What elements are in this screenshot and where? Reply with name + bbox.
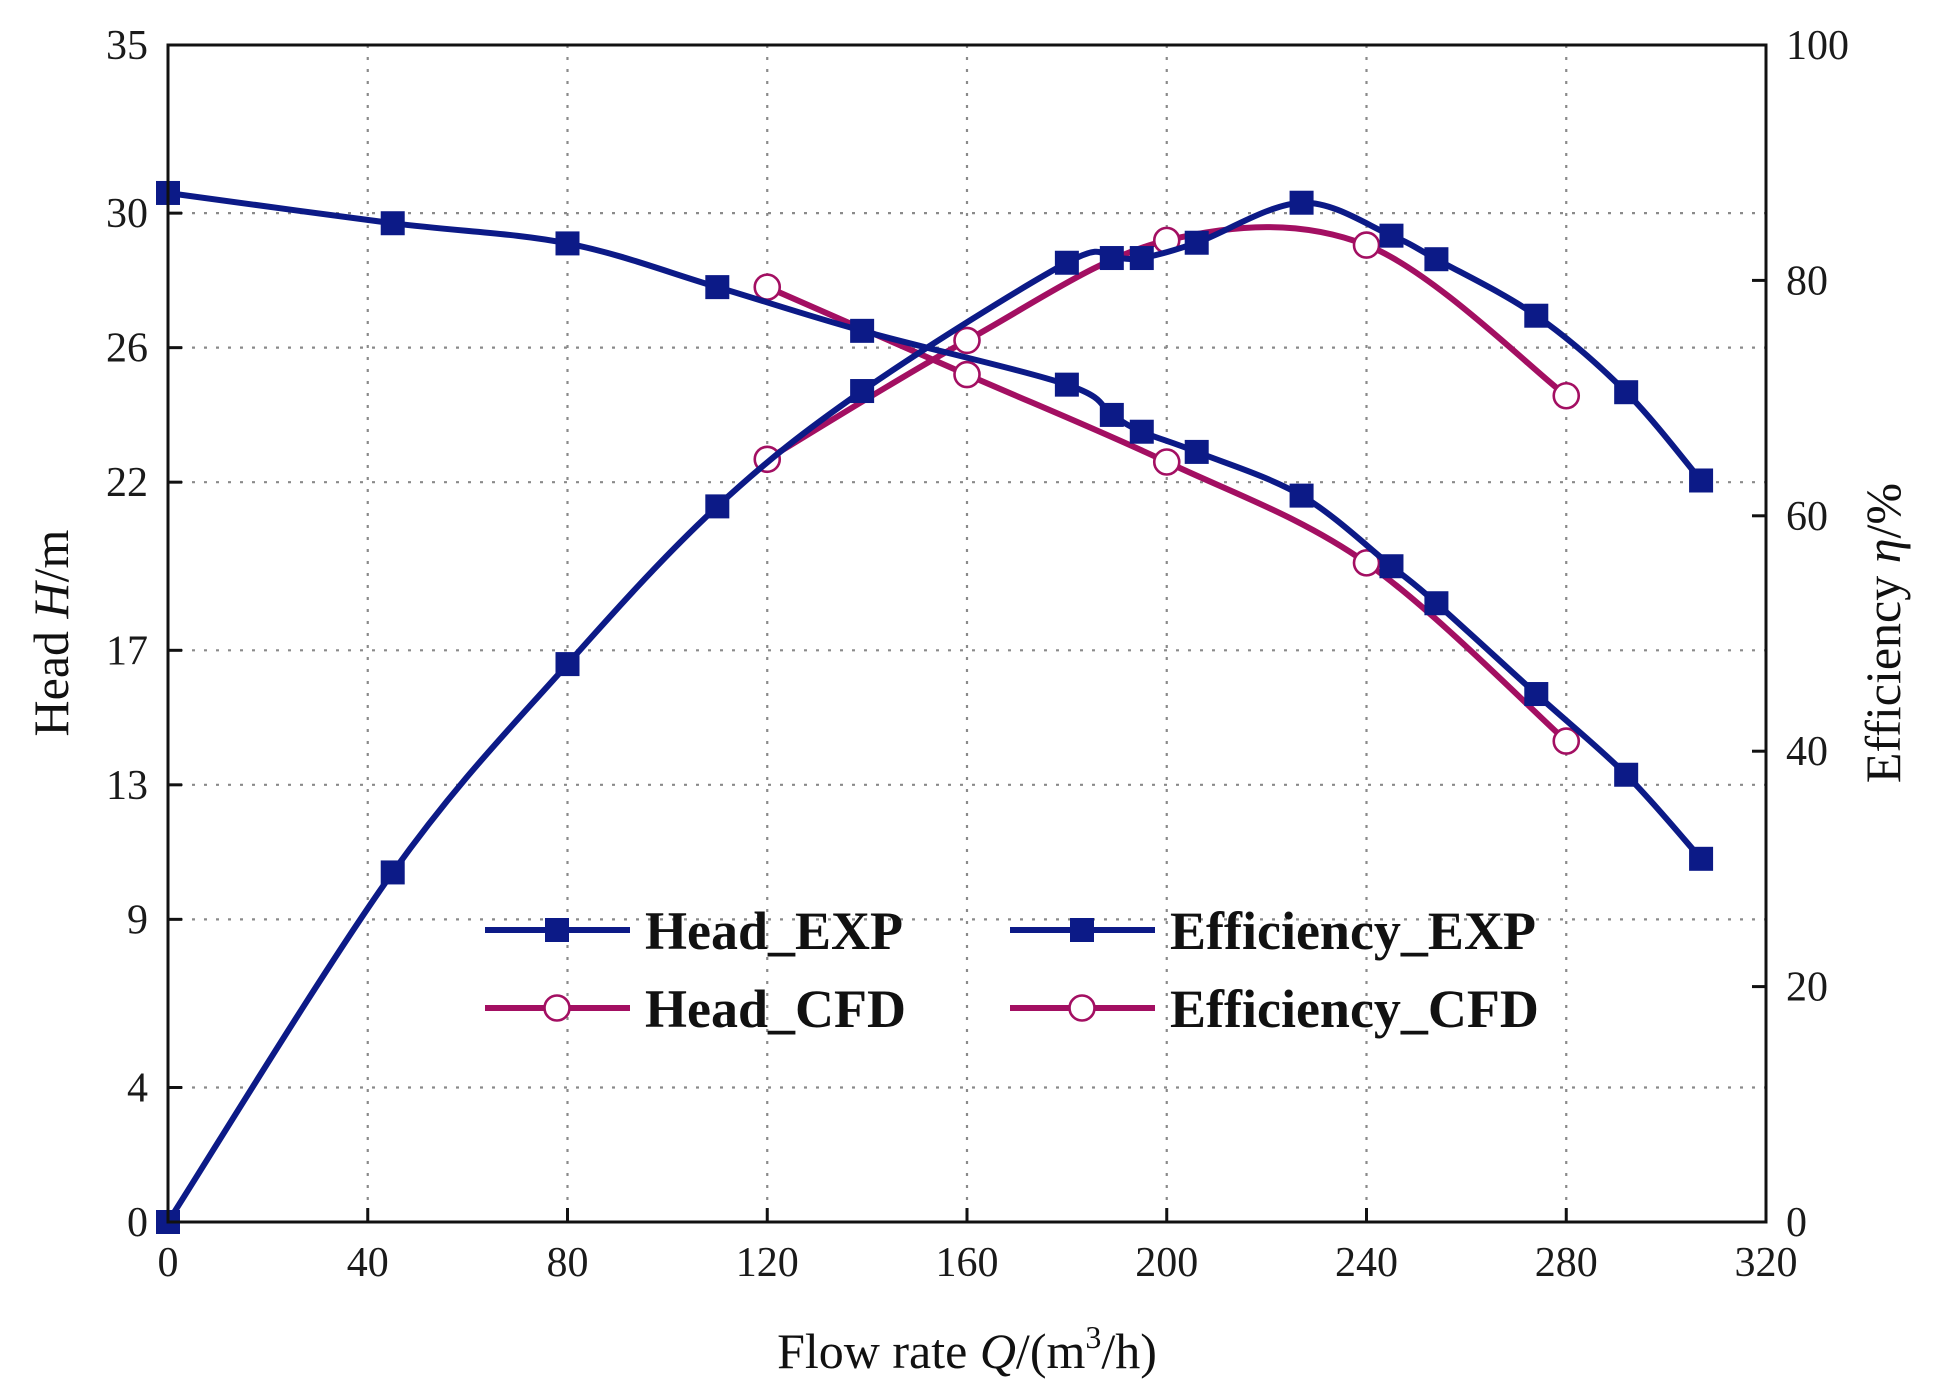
y-left-tick-label: 26	[106, 326, 148, 372]
data-point-head-cfd	[1152, 448, 1181, 476]
data-point-efficiency-exp	[555, 652, 580, 677]
legend-item-head-cfd: Head_CFD	[485, 979, 906, 1039]
data-point-head-exp	[1424, 591, 1449, 616]
grid	[168, 45, 1766, 1222]
data-point-efficiency-cfd	[1552, 381, 1581, 410]
data-point-head-cfd	[753, 273, 782, 301]
data-point-efficiency-exp	[1614, 380, 1639, 405]
data-point-head-exp	[1184, 439, 1209, 464]
y-right-tick-label: 20	[1786, 965, 1828, 1011]
legend-label-head-cfd: Head_CFD	[645, 979, 906, 1039]
legend-marker-efficiency-exp	[1070, 918, 1094, 942]
y-left-tick-label: 17	[106, 628, 148, 674]
y-right-axis-title: Efficiency η/%	[1855, 483, 1911, 783]
legend-label-head-exp: Head_EXP	[645, 901, 903, 961]
y-left-tick-label: 9	[127, 897, 148, 943]
data-point-head-exp	[850, 318, 875, 343]
data-point-efficiency-exp	[1099, 246, 1124, 271]
legend-item-efficiency-exp: Efficiency_EXP	[1010, 901, 1536, 961]
x-tick-label: 0	[158, 1240, 179, 1286]
y-left-tick-label: 0	[127, 1200, 148, 1246]
legend-label-efficiency-exp: Efficiency_EXP	[1170, 901, 1536, 961]
y-left-tick-label: 13	[106, 763, 148, 809]
series-layer	[156, 180, 1714, 1234]
x-tick-label: 160	[936, 1240, 999, 1286]
legend-marker-head-cfd	[543, 994, 571, 1022]
data-point-efficiency-exp	[1054, 250, 1079, 275]
data-point-head-cfd	[1552, 727, 1581, 755]
x-tick-label: 280	[1535, 1240, 1598, 1286]
ticks: 0 40 80 120 160 200 240 280 32004913172226303502…	[106, 23, 1849, 1286]
x-axis-title: Flow rate Q/(m3/h)	[777, 1319, 1157, 1379]
y-left-tick-label: 22	[106, 460, 148, 506]
x-tick-label: 200	[1135, 1240, 1198, 1286]
legend-marker-head-exp	[545, 918, 569, 942]
x-tick-label: 80	[547, 1240, 589, 1286]
legend-label-efficiency-cfd: Efficiency_CFD	[1170, 979, 1539, 1039]
data-point-head-exp	[1379, 554, 1404, 579]
data-point-head-exp	[1054, 372, 1079, 397]
data-point-efficiency-exp	[705, 494, 730, 519]
y-right-tick-label: 40	[1786, 729, 1828, 775]
x-tick-label: 120	[736, 1240, 799, 1286]
legend: Head_EXP Efficiency_EXP Head_CFD Efficiency…	[485, 901, 1539, 1039]
data-point-head-exp	[1524, 682, 1549, 707]
series-line-head-exp	[165, 190, 1705, 862]
data-point-efficiency-exp	[850, 379, 875, 404]
data-point-efficiency-exp	[1129, 246, 1154, 271]
y-left-axis-title: Head H/m	[23, 529, 79, 736]
y-left-tick-label: 30	[106, 191, 148, 237]
data-point-efficiency-cfd	[953, 326, 981, 355]
data-point-head-cfd	[953, 360, 981, 389]
data-point-efficiency-exp	[1379, 223, 1404, 248]
data-point-head-exp	[1289, 483, 1314, 508]
legend-marker-efficiency-cfd	[1068, 994, 1096, 1022]
y-right-tick-label: 100	[1786, 23, 1849, 69]
data-point-head-cfd	[1352, 549, 1381, 577]
data-point-head-exp	[705, 275, 730, 300]
data-point-head-exp	[1099, 402, 1124, 427]
data-point-head-exp	[1129, 419, 1154, 444]
y-left-tick-label: 35	[106, 23, 148, 69]
data-point-head-exp	[1614, 762, 1639, 787]
y-right-tick-label: 80	[1786, 258, 1828, 304]
data-point-efficiency-cfd	[1352, 231, 1381, 259]
legend-item-head-exp: Head_EXP	[485, 901, 903, 961]
y-left-tick-label: 4	[127, 1065, 148, 1111]
x-tick-label: 320	[1735, 1240, 1798, 1286]
data-point-head-exp	[1689, 846, 1714, 871]
series-efficiency-exp	[156, 190, 1714, 1234]
legend-item-efficiency-cfd: Efficiency_CFD	[1010, 979, 1539, 1039]
x-tick-label: 40	[347, 1240, 389, 1286]
data-point-efficiency-exp	[1289, 190, 1314, 215]
data-point-efficiency-exp	[380, 860, 405, 885]
data-point-head-exp	[380, 211, 405, 236]
y-right-tick-label: 0	[1786, 1200, 1807, 1246]
data-point-efficiency-exp	[1424, 247, 1449, 272]
data-point-head-exp	[555, 231, 580, 256]
x-tick-label: 240	[1335, 1240, 1398, 1286]
data-point-efficiency-exp	[1184, 230, 1209, 255]
data-point-efficiency-exp	[1524, 303, 1549, 328]
series-head-cfd	[753, 273, 1581, 755]
y-right-tick-label: 60	[1786, 494, 1828, 540]
data-point-efficiency-exp	[1689, 468, 1714, 493]
